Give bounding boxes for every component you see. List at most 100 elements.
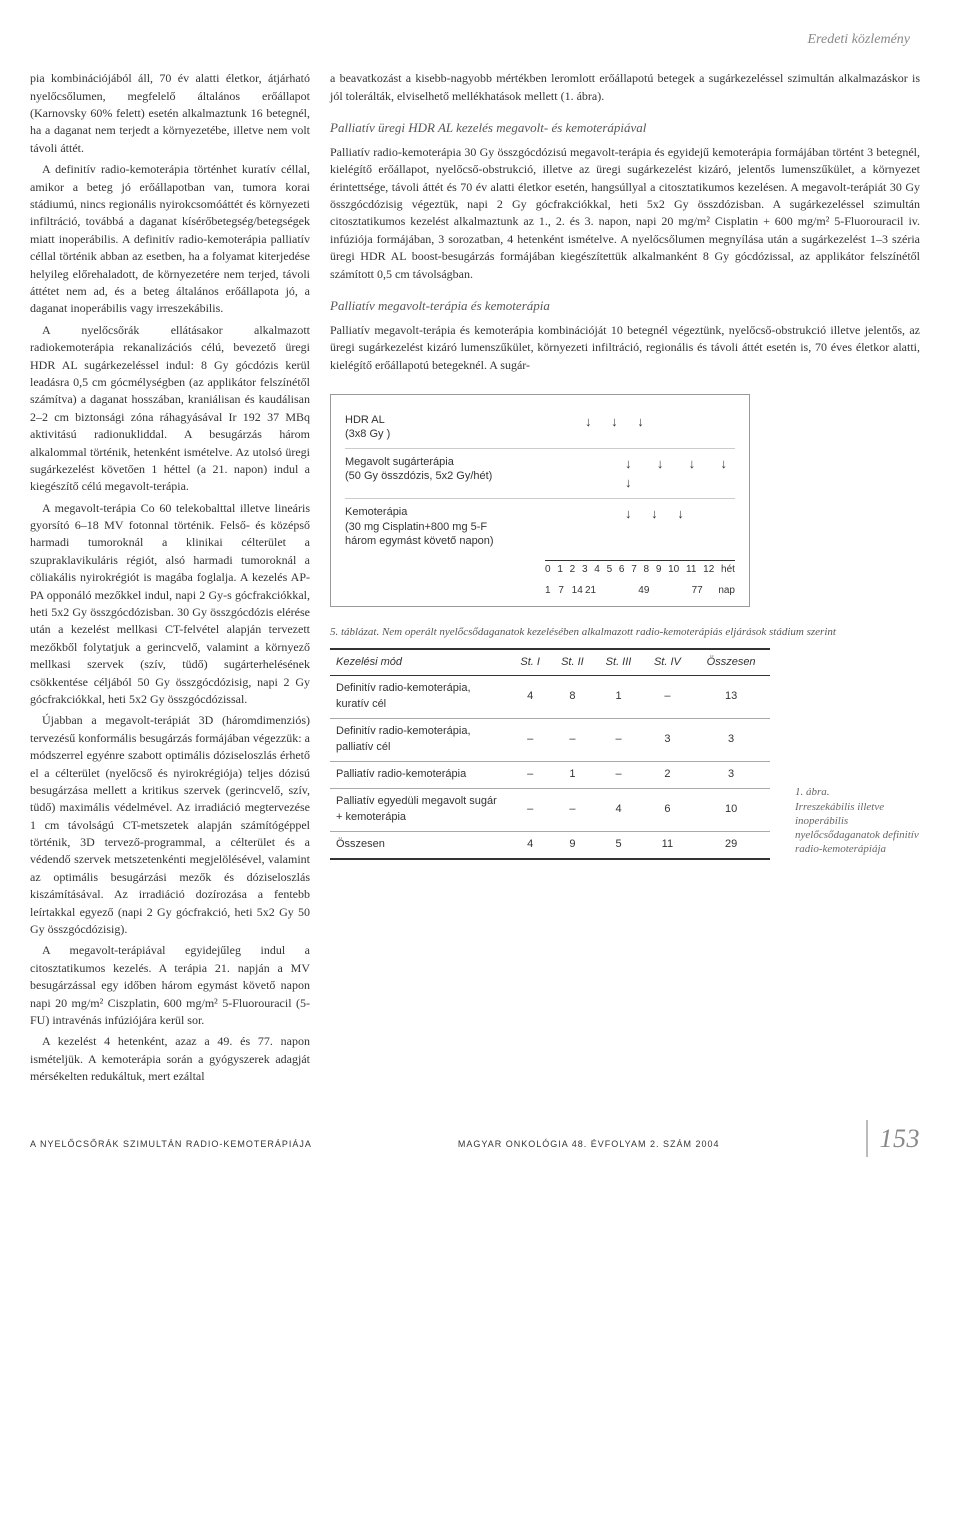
table-row: Összesen4951129 <box>330 832 770 859</box>
table-cell: 1 <box>594 676 642 719</box>
week-tick: 0 <box>545 563 551 578</box>
para: A megavolt-terápia Co 60 telekobalttal i… <box>30 500 310 709</box>
section-title-2: Palliatív megavolt-terápia és kemoterápi… <box>330 297 920 316</box>
chart-row-arrows: ↓ ↓ ↓ <box>545 413 735 432</box>
table-cell: 3 <box>643 719 693 762</box>
footer-left: A NYELŐCSŐRÁK SZIMULTÁN RADIO-KEMOTERÁPI… <box>30 1138 312 1151</box>
week-tick: 10 <box>668 563 679 578</box>
table-cell: 1 <box>550 762 594 789</box>
para: A nyelőcsőrák ellátásakor alkalmazott ra… <box>30 322 310 496</box>
day-tick <box>652 584 665 599</box>
week-tick: 11 <box>686 563 696 578</box>
table-cell: 8 <box>550 676 594 719</box>
week-tick: 2 <box>570 563 576 578</box>
table-cell: – <box>510 762 550 789</box>
table-row: Definitív radio-kemoterápia, kuratív cél… <box>330 676 770 719</box>
day-tick <box>678 584 691 599</box>
page-footer: A NYELŐCSŐRÁK SZIMULTÁN RADIO-KEMOTERÁPI… <box>30 1120 920 1158</box>
week-tick: 7 <box>631 563 637 578</box>
table-row: Definitív radio-kemoterápia, palliatív c… <box>330 719 770 762</box>
table-cell: – <box>594 762 642 789</box>
table-cell: 11 <box>643 832 693 859</box>
week-tick: hét <box>721 563 735 578</box>
table-cell: 4 <box>594 789 642 832</box>
table-cell: 2 <box>643 762 693 789</box>
figure-num: 1. ábra. <box>795 786 830 798</box>
table-cell: – <box>550 719 594 762</box>
week-tick: 6 <box>619 563 625 578</box>
table-header-cell: St. IV <box>643 649 693 676</box>
table-5: Kezelési módSt. ISt. IISt. IIISt. IVÖssz… <box>330 648 770 860</box>
chart-row: Kemoterápia(30 mg Cisplatin+800 mg 5-Fhá… <box>345 499 735 554</box>
figure-1-caption: 1. ábra. Irreszekábilis illetve inoperáb… <box>795 785 925 856</box>
chart-row-label: Megavolt sugárterápia(50 Gy összdózis, 5… <box>345 455 545 484</box>
chart-row: HDR AL(3x8 Gy )↓ ↓ ↓ <box>345 407 735 449</box>
day-tick: 21 <box>585 584 598 599</box>
day-tick <box>665 584 678 599</box>
right-column: a beavatkozást a kisebb-nagyobb mértékbe… <box>330 70 920 1089</box>
table-cell: Palliatív radio-kemoterápia <box>330 762 510 789</box>
day-tick: 7 <box>558 584 571 599</box>
para: a beavatkozást a kisebb-nagyobb mértékbe… <box>330 70 920 105</box>
table-cell: Összesen <box>330 832 510 859</box>
day-tick: 1 <box>545 584 558 599</box>
table-cell: Definitív radio-kemoterápia, kuratív cél <box>330 676 510 719</box>
table-header-cell: St. I <box>510 649 550 676</box>
para: Palliatív radio-kemoterápia 30 Gy összgó… <box>330 144 920 283</box>
chart-row-label: HDR AL(3x8 Gy ) <box>345 413 545 442</box>
week-tick: 4 <box>594 563 600 578</box>
chart-row-label: Kemoterápia(30 mg Cisplatin+800 mg 5-Fhá… <box>345 505 545 548</box>
para: Újabban a megavolt-terápiát 3D (háromdim… <box>30 712 310 938</box>
table-cell: – <box>594 719 642 762</box>
left-column: pia kombinációjából áll, 70 év alatti él… <box>30 70 310 1089</box>
chart-row-arrows: ↓ ↓ ↓ <box>545 505 735 524</box>
chart-row: Megavolt sugárterápia(50 Gy összdózis, 5… <box>345 449 735 500</box>
table-cell: – <box>510 789 550 832</box>
main-columns: pia kombinációjából áll, 70 év alatti él… <box>30 70 920 1089</box>
table-cell: Palliatív egyedüli megavolt sugár + kemo… <box>330 789 510 832</box>
table-cell: 13 <box>692 676 770 719</box>
day-tick: 77 <box>692 584 705 599</box>
table-cell: 3 <box>692 762 770 789</box>
table-cell: 4 <box>510 676 550 719</box>
week-tick: 12 <box>703 563 714 578</box>
week-tick: 1 <box>557 563 563 578</box>
para: Palliatív megavolt-terápia és kemoterápi… <box>330 322 920 374</box>
day-tick: 14 <box>572 584 585 599</box>
week-tick: 5 <box>607 563 613 578</box>
table-row: Palliatív radio-kemoterápia–1–23 <box>330 762 770 789</box>
table-cell: 3 <box>692 719 770 762</box>
day-tick <box>598 584 611 599</box>
section-header: Eredeti közlemény <box>30 30 920 50</box>
table-header-cell: St. III <box>594 649 642 676</box>
day-tick: 49 <box>638 584 651 599</box>
table-cell: 6 <box>643 789 693 832</box>
table-cell: 10 <box>692 789 770 832</box>
week-tick: 9 <box>656 563 662 578</box>
treatment-timeline-chart: HDR AL(3x8 Gy )↓ ↓ ↓Megavolt sugárterápi… <box>330 394 750 607</box>
table-header-cell: St. II <box>550 649 594 676</box>
table-cell: 5 <box>594 832 642 859</box>
table-cell: – <box>510 719 550 762</box>
figure-text: Irreszekábilis illetve inoperábilis nyel… <box>795 801 919 856</box>
para: A definitív radio-kemoterápia történhet … <box>30 161 310 318</box>
table-5-caption: 5. táblázat. Nem operált nyelőcsődaganat… <box>330 625 920 639</box>
para: A kezelést 4 hetenként, azaz a 49. és 77… <box>30 1033 310 1085</box>
table-header-cell: Összesen <box>692 649 770 676</box>
chart-row-arrows: ↓ ↓ ↓ ↓ ↓ <box>545 455 735 493</box>
table-row: Palliatív egyedüli megavolt sugár + kemo… <box>330 789 770 832</box>
table-cell: 29 <box>692 832 770 859</box>
table-cell: – <box>550 789 594 832</box>
section-title-1: Palliatív üregi HDR AL kezelés megavolt-… <box>330 119 920 138</box>
para: pia kombinációjából áll, 70 év alatti él… <box>30 70 310 157</box>
para: A megavolt-terápiával egyidejűleg indul … <box>30 942 310 1029</box>
footer-center: MAGYAR ONKOLÓGIA 48. ÉVFOLYAM 2. SZÁM 20… <box>458 1138 720 1151</box>
day-label: nap <box>718 584 735 599</box>
table-cell: 4 <box>510 832 550 859</box>
page-number: 153 <box>866 1120 921 1158</box>
table-cell: Definitív radio-kemoterápia, palliatív c… <box>330 719 510 762</box>
week-tick: 8 <box>644 563 650 578</box>
week-tick: 3 <box>582 563 588 578</box>
table-cell: 9 <box>550 832 594 859</box>
day-tick <box>612 584 625 599</box>
